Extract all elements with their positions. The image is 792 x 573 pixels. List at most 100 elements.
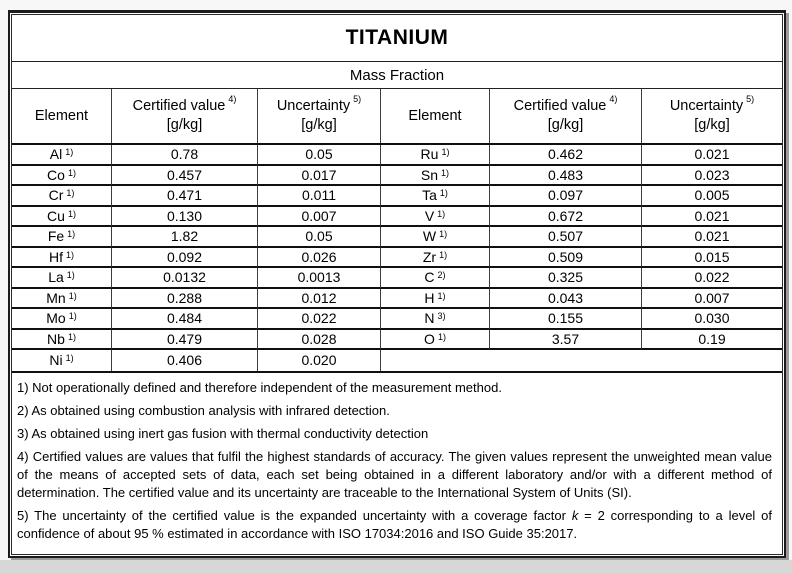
column-header-label: Uncertainty 5) [276, 95, 361, 116]
certified-value-cell: 0.78 [112, 145, 258, 166]
uncertainty-cell: 0.021 [642, 145, 782, 166]
column-header-label: Uncertainty 5) [669, 94, 755, 116]
table-subtitle: Mass Fraction [12, 62, 782, 89]
element-cell: Al 1) [12, 145, 112, 166]
uncertainty-cell: 0.028 [258, 329, 381, 350]
column-header-text: Certified value [513, 98, 607, 114]
element-symbol: Sn [420, 166, 439, 183]
certified-value-cell: 0.406 [112, 350, 258, 371]
element-cell: C 2) [381, 268, 490, 289]
uncertainty-cell: 0.05 [258, 227, 381, 248]
column-header-unit: [g/kg] [694, 117, 730, 133]
certified-value-cell: 0.479 [112, 329, 258, 350]
uncertainty-cell: 0.030 [642, 309, 782, 330]
column-header-certified-right: Certified value 4) [g/kg] [490, 89, 642, 143]
column-header-uncertainty-left: Uncertainty 5) [g/kg] [258, 89, 381, 143]
footnote-5-text: = 2 corresponding to a level of confiden… [17, 507, 772, 541]
element-cell: O 1) [381, 329, 490, 350]
certified-value-cell: 0.483 [490, 165, 642, 186]
element-symbol: H [424, 289, 435, 306]
element-symbol: O [424, 330, 435, 347]
column-header-certified-left: Certified value 4) [g/kg] [112, 89, 258, 143]
column-header-label: Element [34, 107, 89, 124]
uncertainty-cell: 0.015 [642, 247, 782, 268]
certified-value-cell: 0.457 [112, 165, 258, 186]
uncertainty-cell: 0.0013 [258, 268, 381, 289]
uncertainty-cell: 0.012 [258, 288, 381, 309]
column-header-label: Element [408, 107, 462, 124]
column-header-unit: [g/kg] [301, 117, 337, 133]
element-symbol: Zr [422, 248, 437, 265]
element-symbol: Ru [420, 146, 439, 163]
element-symbol: Al [49, 146, 63, 163]
uncertainty-cell: 0.007 [642, 288, 782, 309]
element-cell: Mo 1) [12, 309, 112, 330]
element-cell: Zr 1) [381, 247, 490, 268]
uncertainty-cell: 0.011 [258, 186, 381, 207]
footnote-1: 1) Not operationally defined and therefo… [17, 379, 502, 395]
element-symbol: Cr [48, 187, 64, 204]
certified-value-cell: 0.155 [490, 309, 642, 330]
certificate-table-frame: TITANIUM Mass Fraction Element Certified… [11, 14, 783, 555]
certificate-table: TITANIUM Mass Fraction Element Certified… [8, 10, 786, 558]
certified-value-cell: 0.325 [490, 268, 642, 289]
uncertainty-cell: 0.017 [258, 165, 381, 186]
element-cell: Co 1) [12, 165, 112, 186]
element-symbol: La [48, 269, 64, 286]
footnote-ref: 5) [746, 94, 755, 105]
column-header-unit: [g/kg] [166, 117, 203, 133]
certified-value-cell: 0.507 [490, 227, 642, 248]
certified-value-cell: 0.0132 [112, 268, 258, 289]
footnote-5-text: 5) The uncertainty of the certified valu… [17, 507, 572, 523]
element-symbol: Nb [47, 330, 65, 347]
uncertainty-cell: 0.007 [258, 206, 381, 227]
uncertainty-cell: 0.19 [642, 329, 782, 350]
certified-value-cell: 0.462 [490, 145, 642, 166]
element-symbol: Mo [46, 310, 66, 327]
element-symbol: Ni [49, 352, 63, 369]
element-cell: Fe 1) [12, 227, 112, 248]
footnote-5: 5) The uncertainty of the certified valu… [17, 507, 772, 543]
column-header-label: Certified value 4) [513, 94, 618, 116]
element-symbol: Ta [422, 187, 437, 204]
element-cell: Cr 1) [12, 186, 112, 207]
element-symbol: Mn [46, 289, 66, 306]
certified-value-cell: 1.82 [112, 227, 258, 248]
page-edge-strip [0, 560, 792, 573]
certified-value-cell: 0.092 [112, 247, 258, 268]
column-header-text: Certified value [132, 98, 226, 114]
element-cell: W 1) [381, 227, 490, 248]
table-title: TITANIUM [12, 15, 782, 62]
column-header-label: Certified value 4) [132, 95, 237, 116]
footnotes-section: 1) Not operationally defined and therefo… [12, 370, 782, 554]
table-header-row: Element Certified value 4) [g/kg] Uncerta… [12, 89, 782, 145]
certified-value-cell: 0.471 [112, 186, 258, 207]
element-symbol: Cu [47, 207, 65, 224]
coverage-factor-symbol: k [571, 507, 579, 523]
footnote-2: 2) As obtained using combustion analysis… [17, 402, 390, 418]
element-cell: Sn 1) [381, 165, 490, 186]
certified-value-cell: 0.484 [112, 309, 258, 330]
element-cell: V 1) [381, 206, 490, 227]
column-header-element-left: Element [12, 89, 112, 143]
footnote-ref: 4) [609, 94, 618, 105]
uncertainty-cell: 0.026 [258, 247, 381, 268]
certified-value-cell: 0.672 [490, 206, 642, 227]
element-cell: N 3) [381, 309, 490, 330]
empty-table-region [381, 350, 782, 371]
element-symbol: C [424, 269, 435, 286]
element-symbol: V [424, 207, 435, 224]
column-header-element-right: Element [381, 89, 490, 143]
certified-value-cell: 0.097 [490, 186, 642, 207]
column-header-text: Uncertainty [276, 98, 351, 114]
element-cell: La 1) [12, 268, 112, 289]
element-cell: Cu 1) [12, 206, 112, 227]
column-header-text: Uncertainty [669, 98, 744, 114]
element-cell: Ta 1) [381, 186, 490, 207]
element-symbol: N [424, 310, 435, 327]
element-cell: H 1) [381, 288, 490, 309]
uncertainty-cell: 0.022 [258, 309, 381, 330]
element-cell: Hf 1) [12, 247, 112, 268]
table-body: Al 1) 0.78 0.05 Ru 1) 0.462 0.021 Co 1) 0.457 0.017… [12, 145, 782, 371]
